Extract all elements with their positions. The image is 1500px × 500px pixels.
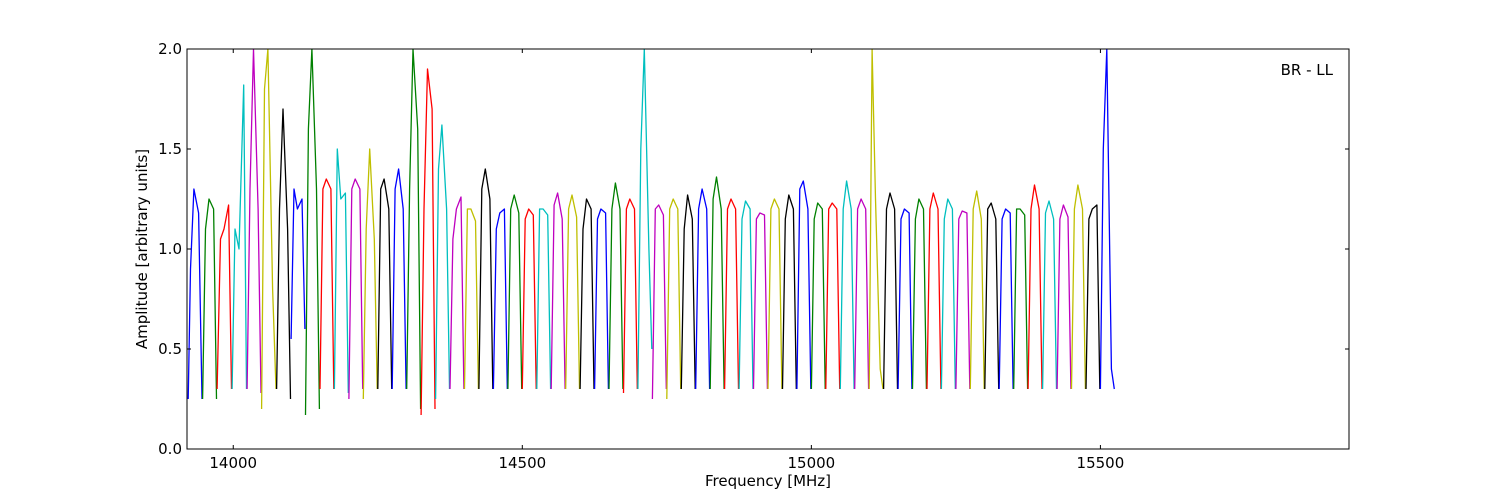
series-line-2	[216, 204, 233, 390]
y-tick-label-1: 0.5	[158, 340, 182, 358]
series-line-29	[608, 182, 624, 390]
series-line-43	[810, 202, 826, 390]
series-line-49	[897, 208, 913, 390]
series-line-63	[1099, 49, 1115, 390]
series-line-3	[231, 84, 248, 390]
series-line-25	[550, 192, 566, 390]
series-line-44	[825, 202, 841, 390]
series-line-6	[275, 108, 292, 400]
series-line-9	[319, 178, 335, 390]
series-layer	[187, 49, 1115, 416]
series-line-5	[260, 49, 277, 410]
series-line-61	[1070, 184, 1087, 390]
x-tick-label-3: 15500	[1077, 454, 1125, 472]
series-line-8	[304, 49, 321, 416]
series-line-20	[478, 168, 494, 390]
series-line-24	[536, 208, 552, 390]
series-line-27	[579, 198, 595, 390]
series-line-1	[201, 198, 218, 400]
x-axis: 14000 14500 15000 15500	[209, 49, 1124, 472]
x-tick-label-2: 15000	[787, 454, 835, 472]
series-line-13	[377, 178, 393, 390]
series-line-54	[969, 190, 985, 390]
series-line-15	[406, 49, 422, 410]
series-line-48	[882, 192, 899, 390]
series-line-34	[680, 194, 696, 390]
series-line-10	[333, 148, 349, 394]
series-line-52	[940, 198, 956, 390]
series-line-32	[651, 204, 667, 400]
series-line-59	[1041, 200, 1058, 390]
series-line-50	[911, 198, 928, 390]
series-line-31	[637, 49, 653, 390]
series-line-56	[998, 208, 1014, 390]
baseline-annotation: BR - LL	[1281, 61, 1334, 79]
series-line-14	[391, 168, 407, 390]
series-line-40	[767, 198, 783, 390]
series-line-16	[420, 68, 436, 416]
y-axis: 0.0 0.5 1.0 1.5 2.0	[158, 40, 1349, 458]
series-line-53	[955, 210, 971, 390]
series-line-19	[463, 208, 480, 390]
y-tick-label-3: 1.5	[158, 140, 182, 158]
x-axis-label: Frequency [MHz]	[705, 472, 831, 490]
series-line-33	[666, 198, 682, 400]
series-line-23	[521, 208, 537, 390]
series-line-62	[1085, 204, 1101, 390]
series-line-18	[449, 196, 465, 390]
series-line-41	[781, 194, 797, 390]
y-tick-label-2: 1.0	[158, 240, 182, 258]
x-tick-label-0: 14000	[209, 454, 257, 472]
series-line-30	[622, 198, 638, 394]
series-line-57	[1013, 208, 1029, 390]
series-line-39	[752, 212, 769, 390]
series-line-7	[290, 188, 306, 340]
series-line-11	[348, 178, 364, 400]
series-line-37	[723, 198, 740, 390]
series-line-35	[695, 188, 711, 390]
y-axis-label: Amplitude [arbitrary units]	[133, 149, 151, 349]
series-line-12	[362, 148, 378, 400]
series-line-0	[187, 188, 203, 400]
series-line-47	[868, 49, 884, 390]
y-tick-label-4: 2.0	[158, 40, 182, 58]
series-line-45	[839, 180, 855, 390]
series-line-46	[854, 198, 870, 390]
series-line-55	[984, 202, 1000, 390]
series-line-36	[709, 176, 725, 390]
series-line-38	[738, 200, 754, 390]
x-tick-label-1: 14500	[498, 454, 546, 472]
y-tick-label-0: 0.0	[158, 440, 182, 458]
series-line-4	[246, 49, 262, 394]
series-line-22	[507, 194, 523, 390]
series-line-28	[593, 208, 610, 390]
series-line-58	[1027, 184, 1043, 390]
series-line-51	[926, 192, 942, 390]
series-line-21	[492, 208, 508, 390]
series-line-26	[565, 194, 581, 390]
series-line-17	[434, 124, 451, 400]
series-line-60	[1056, 204, 1072, 390]
series-line-42	[796, 180, 812, 390]
